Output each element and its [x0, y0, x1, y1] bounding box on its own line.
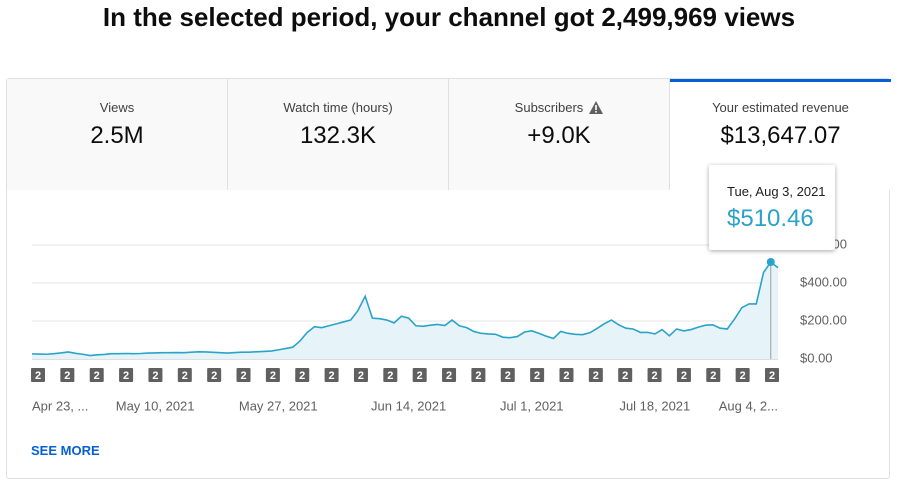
marker-badge: [706, 368, 721, 382]
marker-label: 2: [563, 370, 569, 382]
marker-label: 2: [299, 370, 305, 382]
tooltip: Tue, Aug 3, 2021 $510.46: [709, 165, 835, 250]
marker-badge: [442, 368, 457, 382]
tab[interactable]: Watch time (hours) 132.3K: [228, 79, 449, 190]
marker-label: 2: [35, 370, 41, 382]
marker-label: 2: [270, 370, 276, 382]
tab-value: $13,647.07: [720, 122, 841, 149]
tab-label: Your estimated revenue: [712, 100, 849, 115]
x-tick-label: Jun 14, 2021: [371, 398, 446, 413]
marker-label: 2: [769, 370, 775, 382]
marker-label: 2: [593, 370, 599, 382]
marker-label: 2: [94, 370, 100, 382]
x-tick-label: Apr 23, ...: [32, 398, 88, 413]
marker-badge: [559, 368, 574, 382]
marker-badge: [177, 368, 192, 382]
x-tick-label: May 10, 2021: [116, 398, 195, 413]
marker-badge: [647, 368, 662, 382]
marker-label: 2: [622, 370, 628, 382]
headline: In the selected period, your channel got…: [102, 2, 796, 32]
x-tick-label: Jul 18, 2021: [619, 398, 690, 413]
marker-label: 2: [123, 370, 129, 382]
marker-badge: [471, 368, 486, 382]
marker-badge: [676, 368, 691, 382]
x-tick-label: Jul 1, 2021: [500, 398, 564, 413]
marker-label: 2: [534, 370, 540, 382]
marker-label: 2: [740, 370, 746, 382]
marker-badge: [324, 368, 339, 382]
tooltip-value: $510.46: [727, 205, 814, 232]
marker-badge: [89, 368, 104, 382]
marker-badge: [31, 368, 45, 382]
tab-value: +9.0K: [527, 122, 591, 149]
y-tick-label: $0.00: [800, 350, 833, 365]
marker-label: 2: [240, 370, 246, 382]
marker-badge: [60, 368, 75, 382]
marker-badge: [148, 368, 163, 382]
marker-badge: [412, 368, 427, 382]
marker-label: 2: [651, 370, 657, 382]
marker-badge: [295, 368, 310, 382]
tab-label: Views: [99, 100, 135, 115]
hover-point: [766, 258, 775, 267]
marker-badge: [265, 368, 280, 382]
marker-badge: [530, 368, 545, 382]
tab-label: Subscribers: [449, 100, 669, 115]
tab[interactable]: Views 2.5M: [7, 79, 228, 190]
x-tick-label: May 27, 2021: [239, 398, 318, 413]
tab-value: 2.5M: [90, 122, 144, 149]
marker-label: 2: [505, 370, 511, 382]
x-tick-label: Aug 4, 2...: [719, 398, 778, 413]
line: [31, 260, 779, 357]
marker-badge: [500, 368, 515, 382]
marker-badge: [236, 368, 251, 382]
y-tick-label: $200.00: [800, 312, 847, 327]
tab-label: Watch time (hours): [283, 100, 393, 115]
area: [32, 262, 778, 359]
marker-label: 2: [64, 370, 70, 382]
marker-label: 2: [417, 370, 423, 382]
tab-label-text: Subscribers: [514, 100, 584, 115]
marker-label: 2: [710, 370, 716, 382]
tab-selected[interactable]: Your estimated revenue $13,647.07: [670, 79, 891, 190]
marker-label: 2: [681, 370, 687, 382]
marker-badge: [207, 368, 222, 382]
marker-label: 2: [358, 370, 364, 382]
tooltip-date: Tue, Aug 3, 2021: [727, 184, 826, 199]
marker-badge: [353, 368, 368, 382]
marker-label: 2: [446, 370, 452, 382]
marker-label: 2: [387, 370, 393, 382]
marker-label: 2: [182, 370, 188, 382]
marker-label: 2: [152, 370, 158, 382]
see-more-link[interactable]: SEE MORE: [31, 443, 100, 458]
marker-badge: [588, 368, 603, 382]
tab[interactable]: Subscribers +9.0K: [449, 79, 670, 190]
marker-label: 2: [329, 370, 335, 382]
marker-label: 2: [211, 370, 217, 382]
marker-badge: [119, 368, 134, 382]
warning-icon: [589, 101, 604, 114]
tab-value: 132.3K: [299, 122, 377, 149]
marker-badge: [765, 368, 779, 382]
marker-label: 2: [475, 370, 481, 382]
analytics-card: Views 2.5M Watch time (hours) 132.3K Sub…: [6, 78, 891, 479]
y-tick-label: $400.00: [800, 274, 847, 289]
marker-badge: [383, 368, 398, 382]
marker-badge: [735, 368, 750, 382]
marker-badge: [618, 368, 633, 382]
